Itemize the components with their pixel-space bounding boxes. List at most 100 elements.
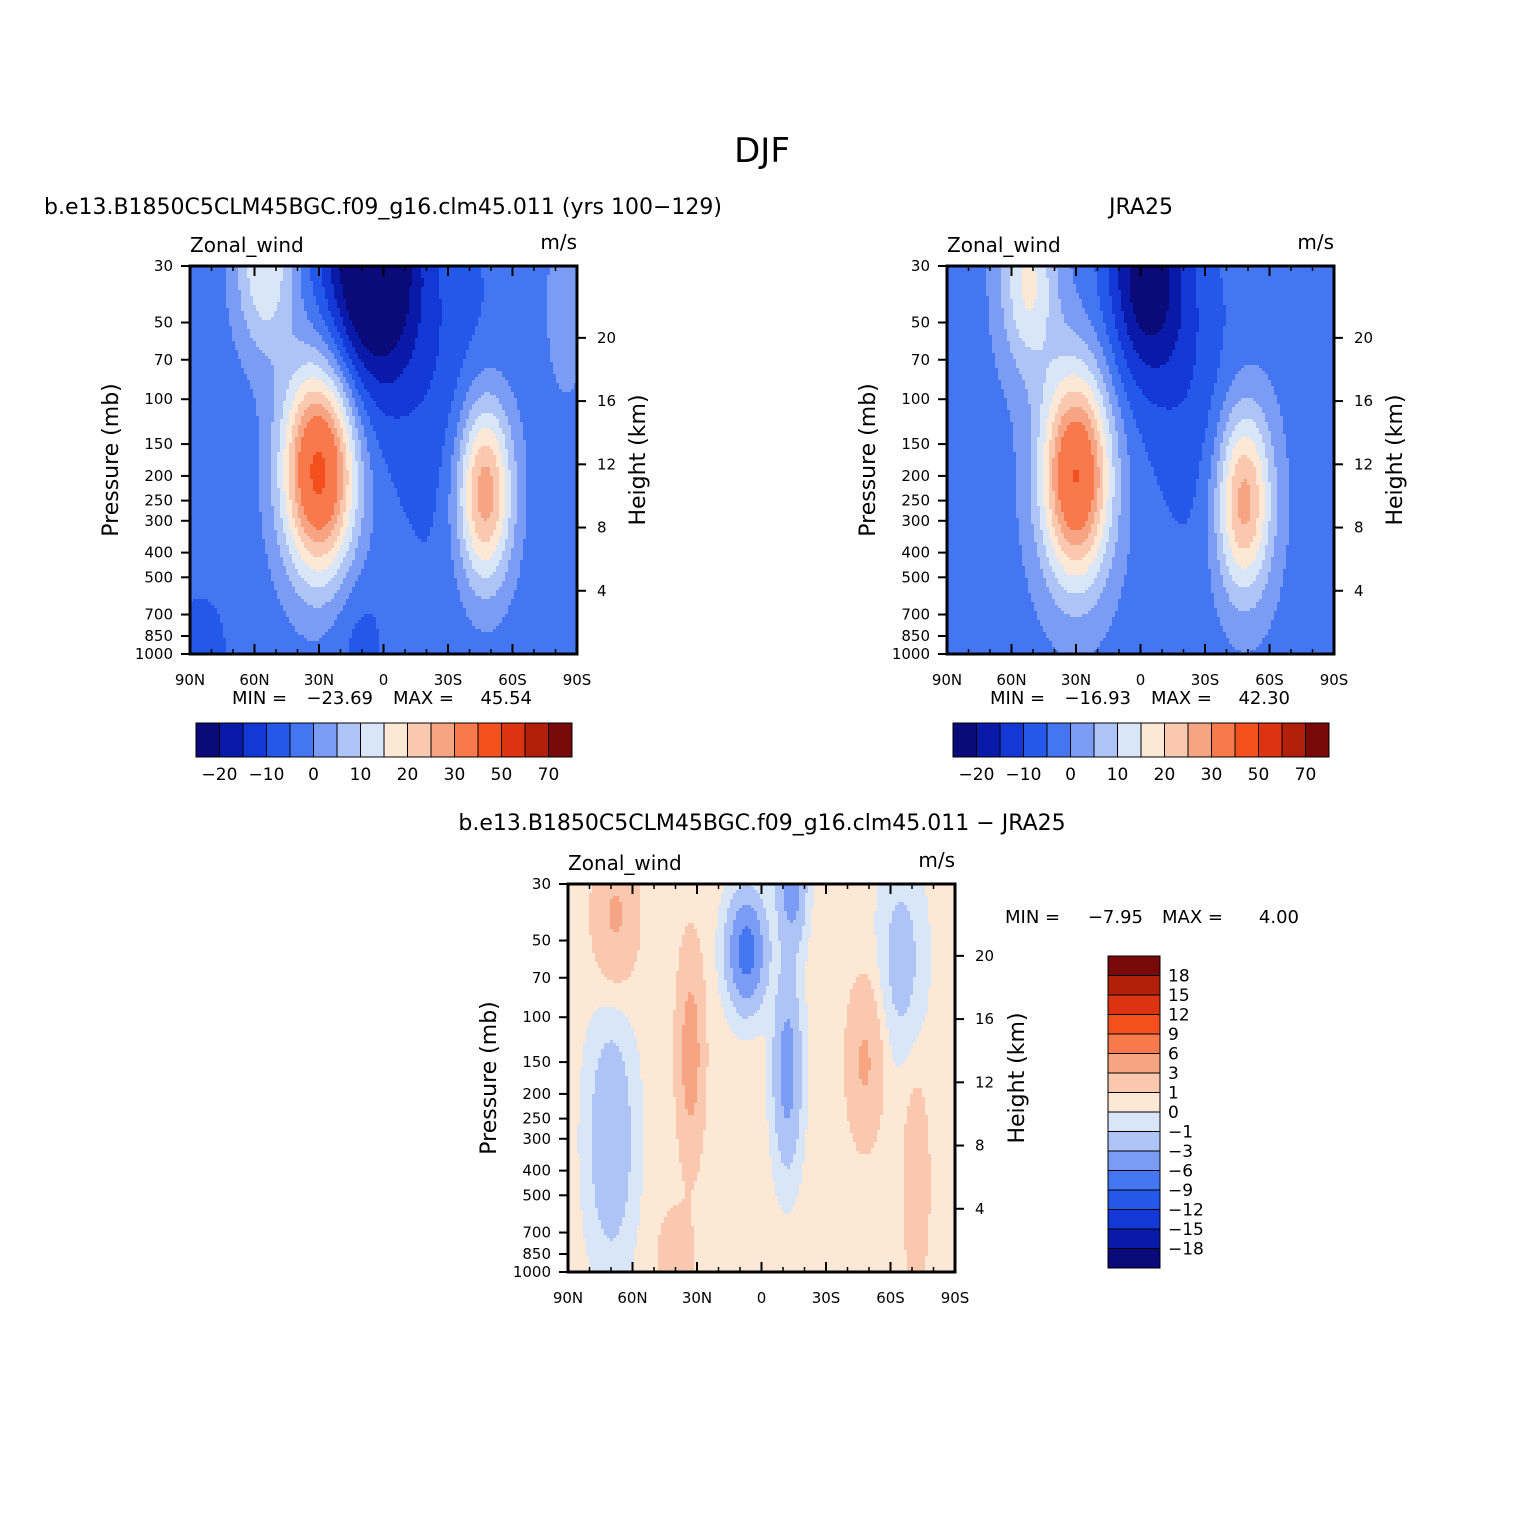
panel-model-contour-cell xyxy=(517,404,577,408)
panel-obs-contour-cell xyxy=(1058,296,1080,300)
panel-obs-contour-cell xyxy=(947,362,996,366)
panel-obs-contour-cell xyxy=(1085,572,1098,576)
panel-model-contour-cell xyxy=(304,305,320,309)
panel-model-contour-cell xyxy=(295,542,305,546)
panel-model-contour-cell xyxy=(337,302,347,306)
panel-model-contour-cell xyxy=(499,623,577,627)
panel-obs-contour-cell xyxy=(1121,491,1131,495)
panel-obs-contour-cell xyxy=(1094,485,1101,489)
panel-model-contour-cell xyxy=(190,575,272,579)
panel-model-contour-cell xyxy=(502,458,509,462)
panel-model-contour-cell xyxy=(361,617,377,621)
panel-obs-contour-cell xyxy=(1058,452,1092,456)
panel-model-contour-cell xyxy=(271,497,281,501)
panel-model-contour-cell xyxy=(526,482,577,486)
panel-obs-contour-cell xyxy=(1031,416,1041,420)
panel-model-contour-cell xyxy=(514,533,527,537)
panel-model-contour-cell xyxy=(442,449,455,453)
panel-model-contour-cell xyxy=(526,536,577,540)
panel-obs-contour-cell xyxy=(1226,587,1266,591)
panel-obs-contour-cell xyxy=(1094,464,1098,468)
panel-obs-contour-cell xyxy=(1115,386,1125,390)
panel-model-contour-cell xyxy=(412,275,422,279)
panel-obs-contour-cell xyxy=(1088,314,1104,318)
panel-model-contour-cell xyxy=(499,419,509,423)
panel-obs-contour-cell xyxy=(947,605,1035,609)
panel-obs-contour-cell xyxy=(1259,512,1266,516)
panel-obs-contour-cell xyxy=(1049,290,1059,294)
panel-model-contour-cell xyxy=(190,341,236,345)
panel-model-contour-cell xyxy=(421,317,443,321)
panel-obs-contour-cell xyxy=(1055,419,1062,423)
panel-model-contour-cell xyxy=(442,299,485,303)
panel-model-contour-cell xyxy=(466,497,473,501)
panel-model-contour-cell xyxy=(295,461,299,465)
panel-obs-contour-cell xyxy=(1076,284,1098,288)
panel-model-contour-cell xyxy=(448,419,461,423)
panel-obs-contour-cell xyxy=(1007,407,1032,411)
panel-model-contour-cell xyxy=(457,467,464,471)
panel-model-contour-cell xyxy=(493,482,500,486)
panel-model-contour-cell xyxy=(451,467,458,471)
panel-obs-contour-cell xyxy=(1271,509,1278,513)
panel-obs-contour-cell xyxy=(1070,374,1077,378)
panel-obs-contour-cell xyxy=(1217,425,1227,429)
panel-model-contour-cell xyxy=(484,287,548,291)
panel-obs-contour-cell xyxy=(1001,287,1011,291)
panel-model-contour-cell xyxy=(307,515,332,519)
panel-model-contour-cell xyxy=(295,392,308,396)
panel-model-contour-cell xyxy=(190,500,260,504)
panel-obs-contour-cell xyxy=(1235,473,1257,477)
panel-obs-contour-cell xyxy=(1112,566,1128,570)
panel-model-contour-cell xyxy=(523,422,577,426)
panel-obs-contour-cell xyxy=(1286,446,1334,450)
panel-obs-contour-cell xyxy=(1091,425,1098,429)
panel-obs-contour-cell xyxy=(989,266,1002,270)
panel-obs-contour-cell xyxy=(1073,281,1098,285)
panel-obs-contour-cell xyxy=(1106,449,1113,453)
panel-obs-contour-cell xyxy=(1238,503,1251,507)
panel-model-contour-cell xyxy=(517,512,527,516)
panel-obs-contour-cell xyxy=(989,320,1005,324)
panel-diff-contour-cell xyxy=(760,896,776,900)
panel-model-contour-cell xyxy=(325,464,338,468)
panel-obs-contour-cell xyxy=(1220,269,1334,273)
panel-model-contour-cell xyxy=(280,491,287,495)
panel-obs-contour-cell xyxy=(1265,503,1272,507)
panel-obs-contour-cell xyxy=(947,299,990,303)
panel-obs-contour-cell xyxy=(1091,524,1098,528)
panel-obs-contour-cell xyxy=(1097,290,1110,294)
panel-obs-contour-cell xyxy=(1118,599,1215,603)
panel-model-contour-cell xyxy=(268,566,287,570)
panel-obs-contour-cell xyxy=(1100,485,1104,489)
panel-obs-contour-cell xyxy=(1199,461,1212,465)
panel-obs-contour-cell xyxy=(1286,548,1334,552)
panel-model-contour-cell xyxy=(460,458,464,462)
panel-model-contour-cell xyxy=(343,461,347,465)
panel-obs-contour-cell xyxy=(1214,452,1221,456)
panel-obs-contour-cell xyxy=(947,581,1029,585)
panel-obs-contour-cell xyxy=(1214,503,1221,507)
panel-obs-contour-cell xyxy=(1217,368,1242,372)
panel-obs-contour-cell xyxy=(1046,320,1065,324)
panel-model-contour-cell xyxy=(370,455,383,459)
panel-obs-contour-cell xyxy=(1025,380,1047,384)
panel-model-contour-cell xyxy=(463,560,473,564)
panel-obs-contour-cell xyxy=(1046,440,1050,444)
panel-obs-contour-cell xyxy=(1181,326,1200,330)
panel-model-contour-cell xyxy=(400,497,437,501)
panel-obs-contour-cell xyxy=(1163,497,1194,501)
panel-model-contour-cell xyxy=(442,308,482,312)
panel-model-contour-cell xyxy=(301,449,338,453)
panel-obs-contour-cell xyxy=(1079,296,1101,300)
panel-obs-contour-cell xyxy=(1268,524,1278,528)
panel-model-contour-cell xyxy=(190,404,257,408)
panel-model-contour-cell xyxy=(298,632,326,636)
panel-obs-contour-cell xyxy=(1067,428,1086,432)
panel-obs-contour-cell xyxy=(1271,623,1334,627)
panel-model-contour-cell xyxy=(505,377,557,381)
panel-model-contour-cell xyxy=(190,428,260,432)
panel-obs-contour-cell xyxy=(1127,395,1146,399)
panel-model-contour-cell xyxy=(517,479,527,483)
panel-model-contour-cell xyxy=(304,635,323,639)
